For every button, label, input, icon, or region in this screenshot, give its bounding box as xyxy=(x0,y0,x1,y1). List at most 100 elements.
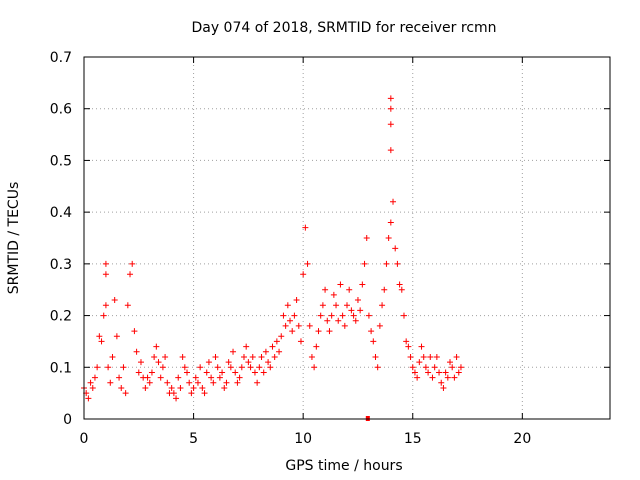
data-point xyxy=(433,353,440,360)
data-point xyxy=(151,353,158,360)
grid xyxy=(84,57,610,419)
data-point xyxy=(203,369,210,376)
data-point xyxy=(208,374,215,381)
data-point xyxy=(131,328,138,335)
data-point xyxy=(227,364,234,371)
data-point xyxy=(315,328,322,335)
data-point xyxy=(205,359,212,366)
data-point xyxy=(451,374,458,381)
data-point xyxy=(271,353,278,360)
data-point xyxy=(219,369,226,376)
data-point xyxy=(105,364,112,371)
data-point xyxy=(409,364,416,371)
data-point xyxy=(394,260,401,267)
data-point xyxy=(170,390,177,397)
data-point xyxy=(403,338,410,345)
data-point xyxy=(453,353,460,360)
data-point xyxy=(287,317,294,324)
data-point xyxy=(142,384,149,391)
y-tick-label: 0 xyxy=(63,412,72,428)
data-point xyxy=(436,369,443,376)
data-point xyxy=(291,312,298,319)
data-point xyxy=(278,333,285,340)
data-point xyxy=(89,384,96,391)
data-point xyxy=(129,260,136,267)
data-point xyxy=(416,359,423,366)
x-tick-label: 5 xyxy=(189,431,198,447)
data-point xyxy=(225,359,232,366)
data-point xyxy=(405,343,412,350)
data-point xyxy=(442,369,449,376)
data-point xyxy=(91,374,98,381)
data-point xyxy=(153,343,160,350)
data-point xyxy=(120,364,127,371)
data-point xyxy=(251,369,258,376)
data-point xyxy=(302,224,309,231)
data-point xyxy=(116,374,123,381)
data-point xyxy=(100,312,107,319)
data-point xyxy=(201,390,208,397)
data-point xyxy=(197,364,204,371)
data-point xyxy=(295,322,302,329)
data-point xyxy=(387,105,394,112)
data-point xyxy=(381,286,388,293)
data-point xyxy=(162,353,169,360)
data-point xyxy=(124,302,131,309)
data-point xyxy=(240,353,247,360)
data-point xyxy=(330,291,337,298)
data-point xyxy=(333,302,340,309)
data-point xyxy=(449,364,456,371)
data-point xyxy=(387,121,394,128)
data-point xyxy=(396,281,403,288)
data-point xyxy=(216,374,223,381)
x-tick-label: 0 xyxy=(80,431,89,447)
data-point xyxy=(276,348,283,355)
data-point xyxy=(159,364,166,371)
data-point xyxy=(102,260,109,267)
axis-ticks: 0 0.1 0.2 0.3 0.4 0.5 0.6 0.7 0 5 10 15 20 xyxy=(50,50,610,447)
data-point xyxy=(102,271,109,278)
x-axis-label: GPS time / hours xyxy=(285,458,402,474)
data-point xyxy=(328,312,335,319)
data-point xyxy=(422,364,429,371)
data-point xyxy=(392,245,399,252)
data-point xyxy=(304,260,311,267)
data-point xyxy=(457,364,464,371)
data-point xyxy=(157,374,164,381)
data-point xyxy=(256,364,263,371)
data-point xyxy=(137,359,144,366)
data-point xyxy=(135,369,142,376)
data-point xyxy=(267,364,274,371)
plot-area-frame xyxy=(83,56,611,420)
data-point xyxy=(234,379,241,386)
data-point xyxy=(111,297,118,304)
data-point xyxy=(438,379,445,386)
data-point xyxy=(243,343,250,350)
x-tick-label: 10 xyxy=(294,431,312,447)
chart-title: Day 074 of 2018, SRMTID for receiver rcm… xyxy=(191,20,496,36)
data-point xyxy=(280,312,287,319)
data-point xyxy=(238,364,245,371)
x-tick-label: 15 xyxy=(404,431,422,447)
data-point xyxy=(429,374,436,381)
data-point xyxy=(232,369,239,376)
data-point xyxy=(249,353,256,360)
data-point xyxy=(427,353,434,360)
data-point xyxy=(168,384,175,391)
data-point xyxy=(269,343,276,350)
data-point xyxy=(374,364,381,371)
data-point xyxy=(354,297,361,304)
data-point xyxy=(425,369,432,376)
data-point xyxy=(414,374,421,381)
data-point xyxy=(127,271,134,278)
data-point xyxy=(350,312,357,319)
data-point xyxy=(411,369,418,376)
data-point xyxy=(308,353,315,360)
data-point xyxy=(188,390,195,397)
data-point xyxy=(175,374,182,381)
data-point xyxy=(293,297,300,304)
data-point xyxy=(387,95,394,102)
data-point xyxy=(311,364,318,371)
data-point xyxy=(212,353,219,360)
data-point xyxy=(352,317,359,324)
